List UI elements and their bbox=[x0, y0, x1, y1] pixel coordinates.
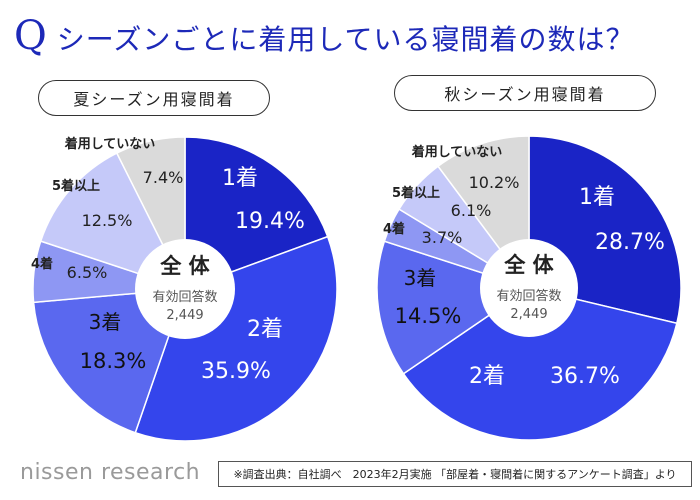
pie-center-title: 全 体 bbox=[159, 254, 210, 278]
pie-center-hole bbox=[480, 239, 578, 337]
slice-label: 着用していない bbox=[411, 144, 503, 160]
slice-label: 3着 bbox=[404, 266, 437, 290]
pie-center-respondents-label: 有効回答数 bbox=[496, 288, 561, 304]
question-mark-q: Q bbox=[14, 13, 47, 59]
slice-label: 3着 bbox=[89, 310, 122, 334]
pie-slice bbox=[32, 288, 187, 434]
slice-value: 6.5% bbox=[67, 263, 108, 282]
autumn-chart-title: 秋シーズン用寝間着 bbox=[394, 75, 656, 111]
slice-value: 12.5% bbox=[82, 211, 133, 230]
slice-label: 4着 bbox=[31, 256, 53, 272]
pie-center-respondents-label: 有効回答数 bbox=[152, 289, 217, 305]
slice-value: 7.4% bbox=[143, 168, 184, 187]
slice-value: 35.9% bbox=[201, 359, 271, 384]
slice-value: 19.4% bbox=[235, 209, 305, 234]
slice-value: 3.7% bbox=[422, 228, 463, 247]
slice-value: 28.7% bbox=[595, 230, 665, 255]
slice-label: 2着 bbox=[469, 364, 505, 389]
page-title: Q シーズンごとに着用している寝間着の数は？ bbox=[14, 12, 694, 64]
pie-center-respondents-count: 2,449 bbox=[510, 307, 547, 322]
question-text: シーズンごとに着用している寝間着の数は？ bbox=[56, 23, 635, 56]
slice-value: 14.5% bbox=[395, 304, 462, 328]
slice-label: 5着以上 bbox=[392, 185, 440, 201]
slice-label: 1着 bbox=[222, 166, 258, 191]
slice-label: 4着 bbox=[383, 221, 405, 237]
slice-label: 2着 bbox=[247, 317, 283, 342]
pie-slice bbox=[402, 287, 678, 441]
slice-label: 着用していない bbox=[64, 136, 156, 152]
pie-slice bbox=[134, 235, 338, 442]
pie-slice bbox=[376, 240, 531, 375]
pie-center-hole bbox=[135, 239, 235, 339]
slice-value: 36.7% bbox=[550, 364, 620, 389]
slice-label: 1着 bbox=[579, 185, 615, 210]
survey-source-note: ※調査出典：自社調べ 2023年2月実施 「部屋着・寝間着に関するアンケート調査… bbox=[218, 461, 692, 487]
pie-center-respondents-count: 2,449 bbox=[166, 308, 203, 323]
pie-slice bbox=[184, 136, 329, 291]
summer-chart-title: 夏シーズン用寝間着 bbox=[38, 80, 270, 116]
slice-value: 18.3% bbox=[80, 349, 147, 373]
slice-label: 5着以上 bbox=[52, 178, 100, 194]
slice-value: 10.2% bbox=[469, 173, 520, 192]
pie-center-title: 全 体 bbox=[503, 253, 554, 277]
slice-value: 6.1% bbox=[451, 201, 492, 220]
nissen-research-logo: nissen research bbox=[20, 460, 201, 485]
